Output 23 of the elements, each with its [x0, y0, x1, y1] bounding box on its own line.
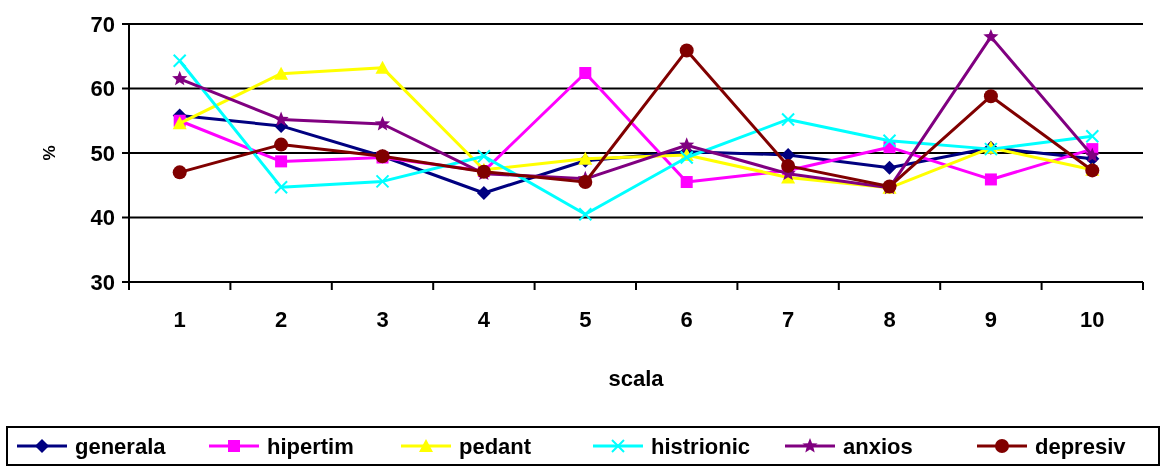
y-axis-title: % [40, 145, 59, 161]
legend-label: hipertim [267, 433, 354, 459]
legend-label: generala [75, 433, 167, 459]
x-tick-label: 6 [680, 307, 693, 332]
y-tick-label: 70 [90, 11, 115, 37]
x-tick-label: 5 [579, 307, 592, 332]
legend-label: pedant [459, 433, 532, 459]
y-tick-label: 40 [90, 205, 115, 231]
x-tick-label: 9 [984, 307, 998, 332]
x-tick-label: 2 [274, 307, 288, 332]
x-tick-label: 10 [1080, 307, 1105, 332]
y-tick-label: 30 [90, 269, 115, 295]
legend-label: anxios [843, 433, 913, 459]
y-tick-label: 50 [90, 140, 115, 166]
legend-label: histrionic [651, 433, 751, 459]
x-tick-label: 1 [173, 307, 186, 332]
x-tick-label: 3 [376, 307, 389, 332]
x-axis-title: scala [608, 366, 665, 391]
y-tick-label: 60 [90, 76, 115, 102]
x-tick-label: 4 [477, 307, 491, 332]
x-tick-label: 8 [883, 307, 896, 332]
legend-label: depresiv [1035, 433, 1127, 459]
x-tick-label: 7 [781, 307, 795, 332]
